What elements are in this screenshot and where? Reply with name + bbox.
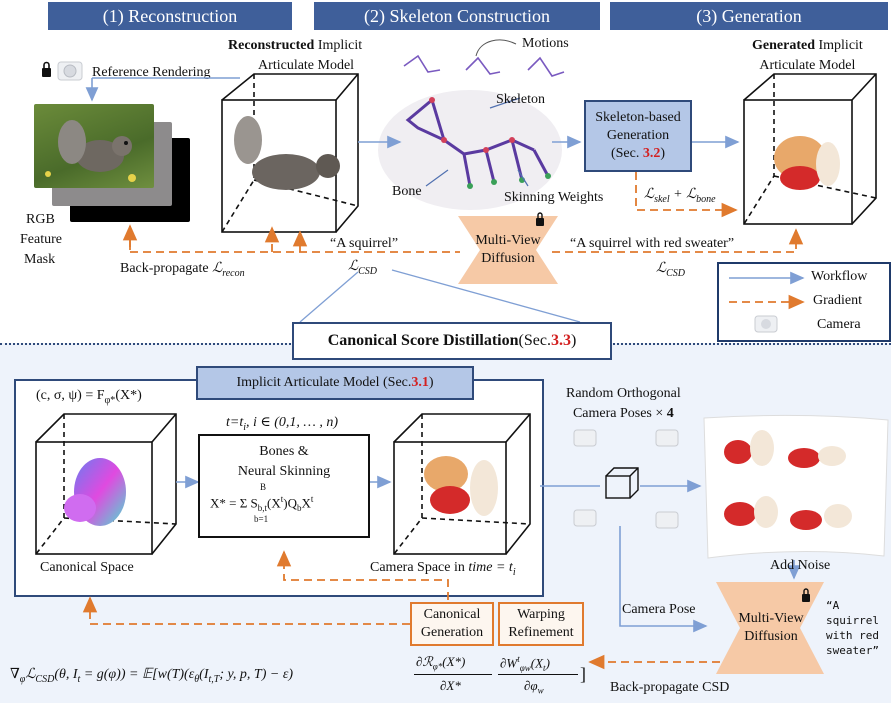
prompt-bottom: “A squirrel with red sweater”	[826, 599, 879, 657]
warping-fraction-numerator: ∂Wtφw(Xt)	[500, 654, 550, 673]
generated-model-label: Generated Implicit Articulate Model	[752, 38, 863, 73]
legend-box: Workflow Gradient Camera	[717, 262, 891, 342]
bones-label: Bones &	[259, 444, 309, 459]
csd-title: Canonical Score Distillation (Sec. 3.3)	[292, 322, 612, 360]
l-csd-left: ℒCSD	[348, 259, 377, 277]
l-csd-right: ℒCSD	[656, 261, 685, 279]
locked-camera-icon	[40, 56, 86, 86]
prompt-squirrel-red-sweater: “A squirrel with red sweater”	[570, 236, 735, 251]
bones-neural-skinning-box: Bones & Neural Skinning B X* = Σ Sb,t(Xt…	[198, 434, 370, 538]
canonical-fraction-numerator: ∂ℛφ*(X*)	[416, 654, 466, 672]
random-orthogonal-label: Random Orthogonal Camera Poses × 4	[566, 386, 681, 421]
camera-space-label: Camera Space in time = ti	[370, 560, 516, 578]
warping-refinement-box: Warping Refinement	[498, 602, 584, 646]
canonical-fraction-denominator: ∂X*	[440, 678, 461, 693]
skeleton-label: Skeleton	[496, 92, 545, 107]
reference-rendering-label: Reference Rendering	[92, 65, 211, 80]
rgb-image	[34, 104, 154, 188]
implicit-articulate-model-title: Implicit Articulate Model (Sec. 3.1)	[196, 366, 474, 400]
skeleton-bone-loss: ℒskel + ℒbone	[644, 187, 716, 205]
csd-gradient-equation: ∇φℒCSD(θ, It = g(φ)) = 𝔼[w(T)(εθ(It,T; y…	[10, 667, 294, 685]
back-propagate-recon-label: Back-propagate ℒrecon	[120, 261, 245, 279]
mask-label: Mask	[24, 252, 56, 267]
time-index-equation: t=ti, i ∈ (0,1, … , n)	[226, 415, 339, 433]
feature-label: Feature	[20, 232, 62, 247]
camera-pose-label: Camera Pose	[622, 602, 696, 617]
canonical-fraction-bar	[414, 674, 492, 675]
sum-upper-limit: B	[260, 482, 267, 492]
neural-skinning-label: Neural Skinning	[237, 464, 331, 479]
prompt-a-squirrel: “A squirrel”	[330, 236, 399, 251]
top-diagram-graphics	[85, 39, 877, 323]
legend-workflow: Workflow	[811, 269, 868, 284]
bone-label: Bone	[392, 184, 422, 199]
sum-lower-limit: b=1	[254, 514, 269, 524]
skeleton-based-generation-box: Skeleton-based Generation (Sec. 3.2)	[584, 100, 692, 172]
add-noise-label: Add Noise	[770, 558, 831, 573]
skinning-weights-label: Skinning Weights	[504, 190, 604, 205]
warping-fraction-denominator: ∂φw	[524, 678, 544, 696]
warping-fraction-bar	[498, 674, 578, 675]
legend-camera: Camera	[817, 317, 861, 332]
canonical-generation-box: Canonical Generation	[410, 602, 494, 646]
multiview-diffusion-bottom-label: Multi-View Diffusion	[738, 611, 804, 644]
back-propagate-csd-label: Back-propagate CSD	[610, 680, 730, 695]
reconstructed-model-label: Reconstructed Implicit Articulate Model	[228, 38, 363, 73]
rgb-label: RGB	[26, 212, 55, 227]
header-reconstruction: (1) Reconstruction	[48, 2, 292, 30]
skinning-equation: X* = Σ Sb,t(Xt)QbXt	[210, 494, 314, 513]
multiview-diffusion-top-label: Multi-View Diffusion	[475, 233, 541, 266]
parameter-equation: (c, σ, ψ) = Fφ*(X*)	[36, 388, 142, 406]
motions-label: Motions	[522, 36, 569, 51]
header-skeleton-construction: (2) Skeleton Construction	[314, 2, 600, 30]
header-generation: (3) Generation	[610, 2, 888, 30]
equation-close-bracket: ]	[580, 664, 586, 684]
canonical-space-label: Canonical Space	[40, 560, 134, 575]
legend-gradient: Gradient	[813, 293, 862, 308]
